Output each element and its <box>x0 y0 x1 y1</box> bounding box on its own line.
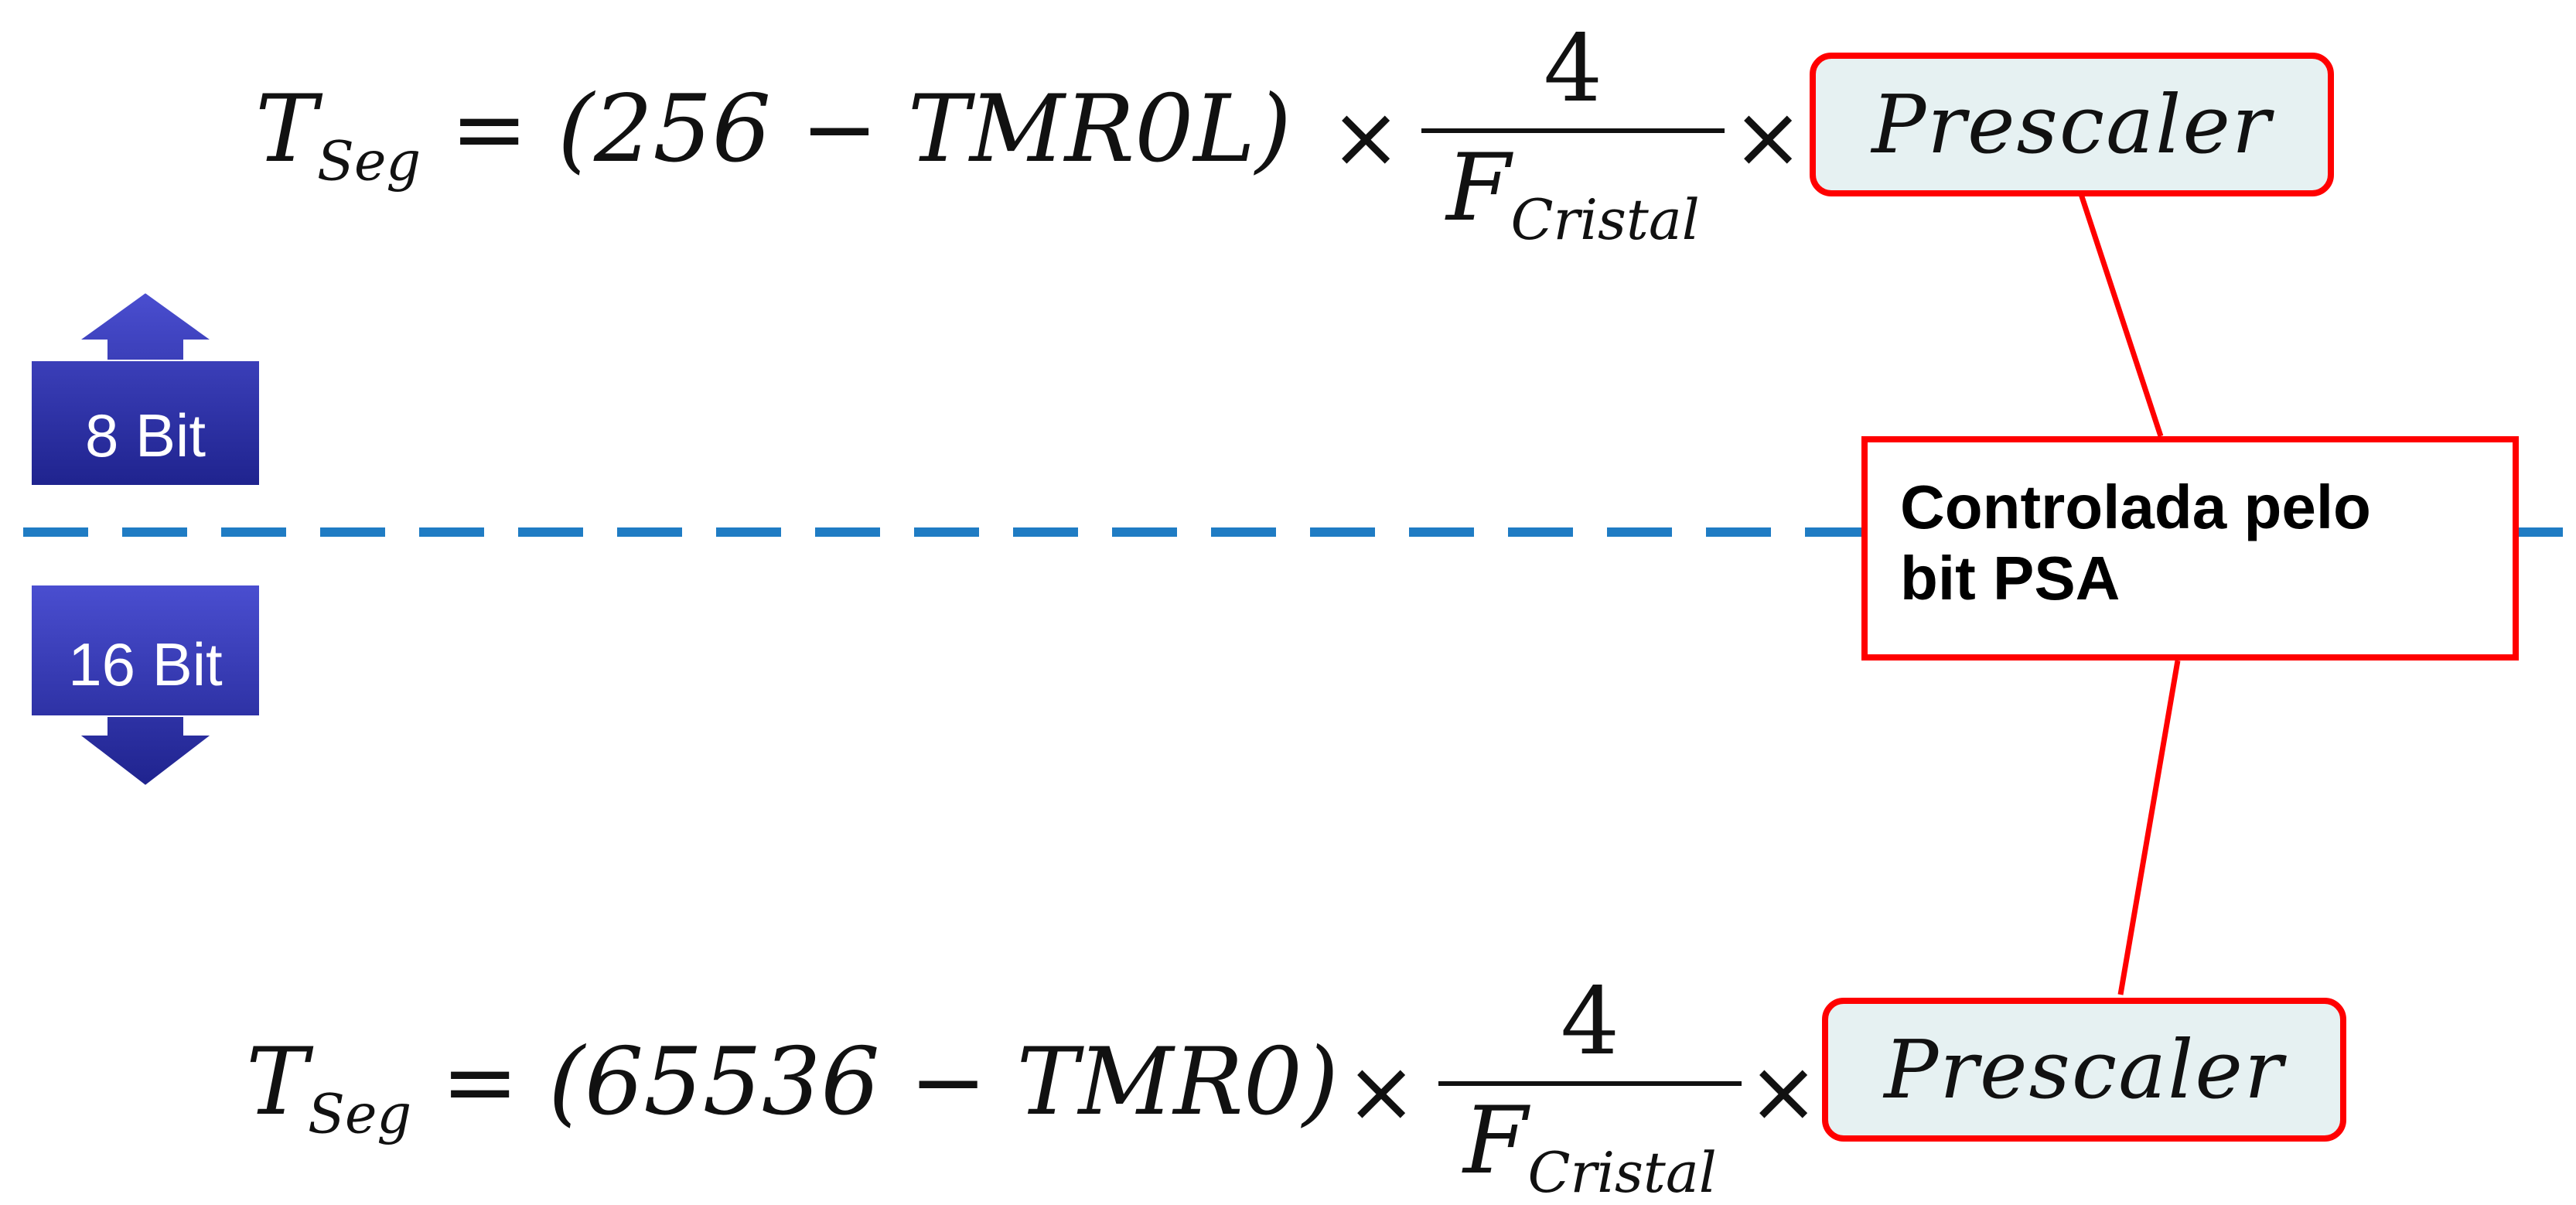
up-arrow-icon <box>30 291 261 486</box>
down-arrow-icon <box>30 584 261 787</box>
formula-top-t-sub: Seg <box>317 129 421 193</box>
formula-bottom-denominator: FCristal <box>1438 1095 1742 1201</box>
formula-top-denominator-sub: Cristal <box>1510 187 1700 253</box>
formula-bottom-times: × <box>1346 1042 1418 1141</box>
formula-bottom-t-sub: Seg <box>308 1082 412 1146</box>
prescaler-box-top: Prescaler <box>1810 53 2334 196</box>
formula-top-equals: = <box>450 76 528 183</box>
formula-top-numerator: 4 <box>1543 15 1603 123</box>
formula-bottom-fraction-bar <box>1438 1081 1742 1086</box>
formula-bottom-denominator-sub: Cristal <box>1527 1140 1717 1205</box>
formula-bottom-times-2: × <box>1748 1042 1820 1141</box>
formula-top-denominator: FCristal <box>1421 142 1725 248</box>
callout-line-1: Controlada pelo <box>1900 473 2371 541</box>
formula-top-t: T <box>255 76 318 183</box>
formula-bottom-denominator-f: F <box>1463 1087 1528 1195</box>
formula-top-lhs: TSeg = (256 − TMR0L) <box>255 84 1291 189</box>
callout-line-2: bit PSA <box>1900 544 2121 613</box>
formula-bottom-paren-expr: (65536 − TMR0) <box>548 1029 1339 1136</box>
formula-top-paren-expr: (256 − TMR0L) <box>558 76 1291 183</box>
psa-callout-box: Controlada pelo bit PSA <box>1861 436 2519 661</box>
label-16-bit: 16 Bit <box>68 630 223 698</box>
connector-top-line <box>2077 190 2164 438</box>
connector-bottom-line <box>2117 660 2181 995</box>
prescaler-box-bottom: Prescaler <box>1822 998 2346 1142</box>
formula-top-fraction: 4 FCristal <box>1421 23 1725 247</box>
formula-top-times-2: × <box>1732 87 1804 186</box>
formula-bottom-numerator: 4 <box>1560 968 1620 1076</box>
formula-bottom-equals: = <box>441 1029 519 1136</box>
formula-top-times: × <box>1330 87 1402 186</box>
formula-bottom-t: T <box>246 1029 309 1136</box>
formula-bottom-fraction: 4 FCristal <box>1438 976 1742 1200</box>
label-8-bit: 8 Bit <box>84 401 206 469</box>
formula-top-fraction-bar <box>1421 128 1725 133</box>
formula-top-denominator-f: F <box>1446 135 1511 242</box>
formula-bottom-lhs: TSeg = (65536 − TMR0) <box>246 1036 1339 1142</box>
